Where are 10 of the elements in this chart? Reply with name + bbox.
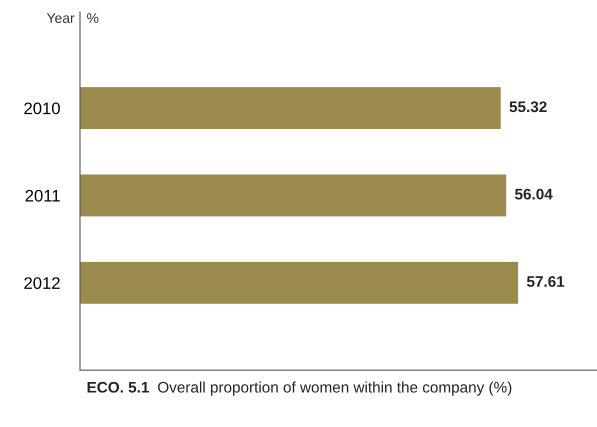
y-tick-label: 2011: [26, 190, 60, 202]
text: Overall proportion of women within the company (%): [158, 381, 512, 396]
y-axis-title: Year: [46, 13, 74, 23]
data-label: 55.32: [510, 101, 547, 112]
data-label: 57.61: [526, 276, 564, 287]
x-axis-title: %: [87, 13, 98, 23]
y-tick-label: 2012: [24, 277, 60, 290]
y-tick-label: 2010: [24, 102, 60, 114]
data-label: 56.04: [515, 188, 553, 200]
text: ECO. 5.1: [88, 382, 149, 393]
